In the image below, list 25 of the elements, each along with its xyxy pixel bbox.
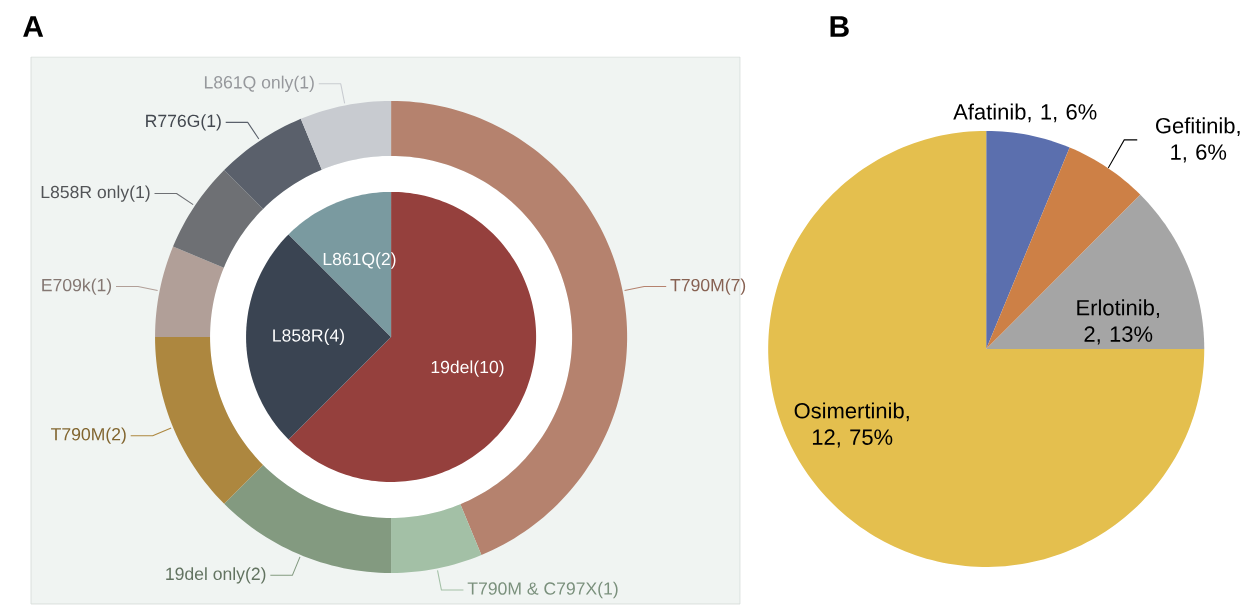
slice-label: L858R only — [41, 185, 130, 202]
data-label: (2) — [246, 567, 266, 584]
chart-title: B — [830, 16, 849, 37]
slice-label: T790M — [51, 427, 104, 441]
data-label: (2) — [106, 427, 126, 444]
data-label: (1) — [294, 75, 314, 93]
slice-label: 19del — [431, 360, 473, 374]
slice-label: Afatinib — [953, 103, 1026, 120]
data-label: (1) — [130, 185, 150, 202]
slice-label: T790M & C797X — [467, 582, 597, 595]
data-label: (7) — [725, 278, 746, 295]
slice-label: L861Q — [323, 252, 375, 269]
slice-label: 19del only — [166, 567, 245, 584]
slice-label: L861Q only — [204, 75, 294, 93]
data-label: (1) — [91, 278, 112, 295]
slice-label: L858R — [273, 329, 323, 342]
slice-label: E709k — [42, 278, 91, 292]
data-label: (1) — [201, 114, 221, 131]
chart-title: A — [23, 16, 44, 37]
data-label: (1) — [598, 581, 618, 599]
slice-label: T790M — [670, 278, 724, 292]
data-label: (4) — [324, 328, 344, 346]
slice-label: R776G — [146, 114, 200, 128]
data-label: , 1, 6% — [1028, 104, 1097, 123]
data-label: (10) — [474, 360, 504, 377]
